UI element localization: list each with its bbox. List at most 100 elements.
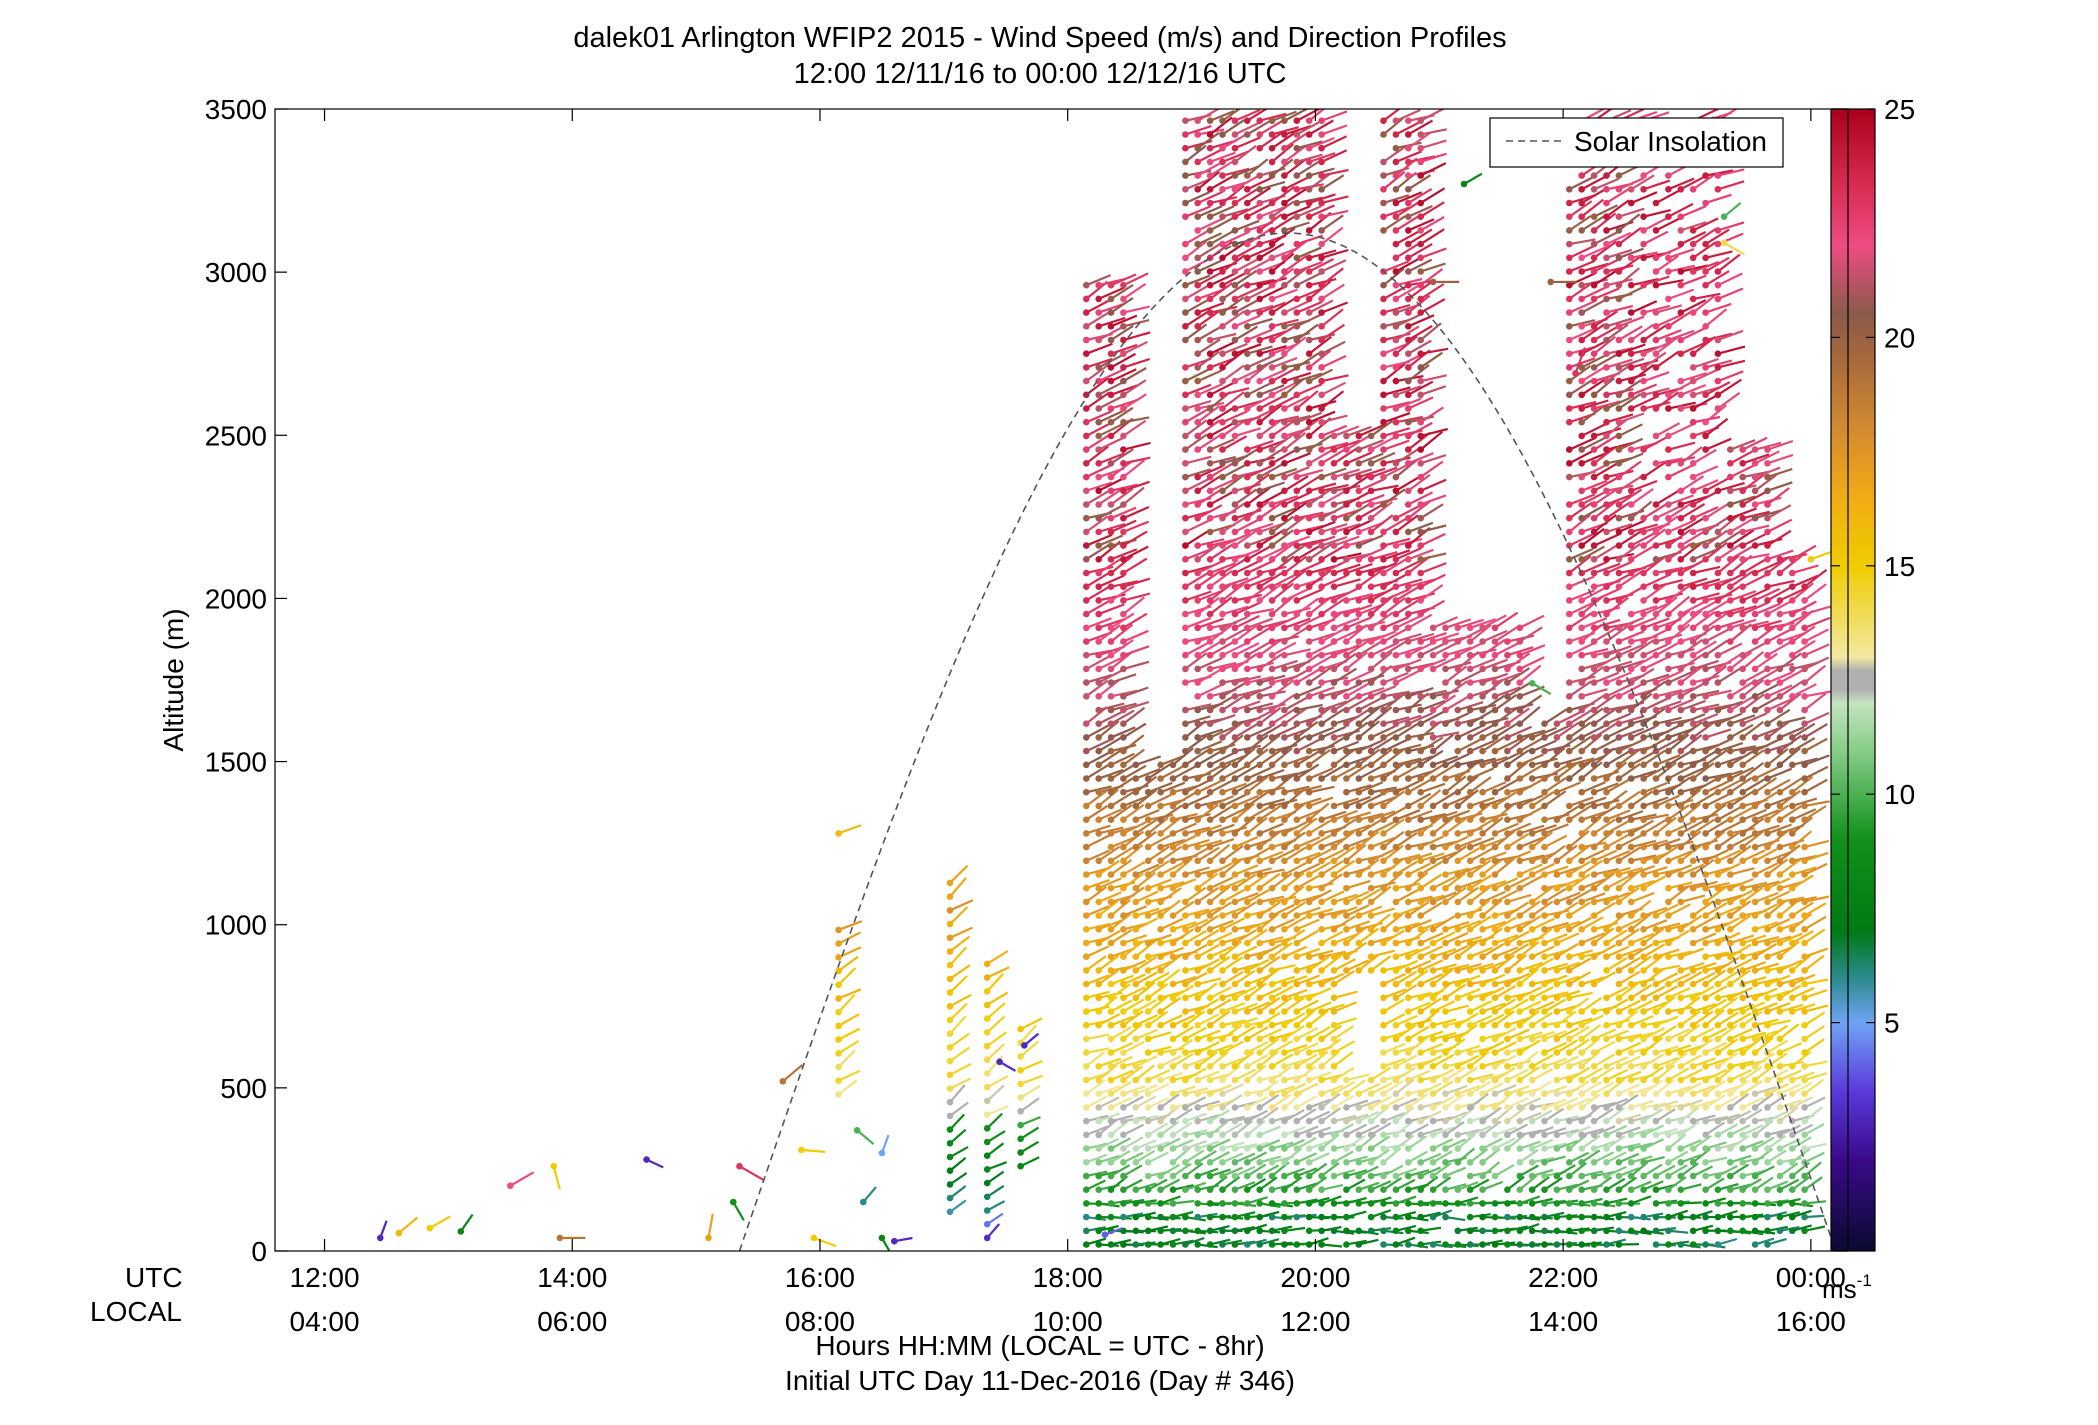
wind-barb-head	[1293, 432, 1301, 440]
wind-barb-head	[1083, 651, 1090, 659]
wind-barb-shaft	[1333, 535, 1360, 547]
wind-barb-shaft	[1531, 986, 1554, 999]
wind-barb-shaft	[1122, 722, 1147, 739]
wind-barb-head	[1182, 898, 1189, 906]
wind-barb-shaft	[1568, 761, 1591, 780]
wind-barb-head	[1566, 528, 1573, 536]
wind-barb-shaft	[1308, 889, 1332, 903]
wind-barb-head	[1120, 1076, 1127, 1084]
wind-barb-head	[1553, 939, 1561, 947]
wind-barb-head	[1417, 473, 1424, 481]
wind-barb-head	[1429, 802, 1437, 810]
wind-barb-head	[1380, 446, 1387, 453]
wind-barb-shaft	[1098, 1224, 1119, 1232]
wind-barb-shaft	[1544, 1155, 1566, 1164]
wind-barb-shaft	[1110, 1081, 1132, 1095]
wind-barb-shaft	[1569, 238, 1596, 246]
wind-barb-shaft	[1556, 975, 1580, 986]
wind-barb-head	[1083, 405, 1090, 412]
wind-barb-head	[1392, 542, 1400, 549]
wind-barb-head	[1182, 213, 1189, 220]
wind-barb-head	[1120, 1063, 1127, 1070]
wind-barb-shaft	[1246, 257, 1272, 273]
wind-barb-head	[1293, 775, 1301, 782]
wind-barb-shaft	[1221, 184, 1245, 204]
wind-barb-head	[1095, 487, 1102, 495]
wind-barb-head	[1268, 1172, 1276, 1180]
wind-barb-shaft	[1209, 919, 1234, 931]
wind-barb-head	[1231, 980, 1239, 988]
wind-barb-head	[1528, 939, 1536, 947]
wind-barb-shaft	[1247, 702, 1274, 712]
wind-barb-head	[1107, 514, 1115, 522]
wind-barb-shaft	[1197, 190, 1224, 204]
wind-barb-head	[1182, 638, 1189, 645]
wind-barb-head	[1244, 788, 1251, 796]
wind-barb-head	[1256, 336, 1263, 344]
wind-barb-shaft	[1135, 1064, 1155, 1081]
wind-barb-shaft	[1283, 186, 1309, 204]
wind-barb-head	[1417, 1241, 1424, 1248]
wind-barb-shaft	[1581, 586, 1607, 602]
wind-barb-shaft	[1482, 796, 1508, 807]
wind-barb-head	[1504, 980, 1511, 988]
wind-barb-shaft	[1271, 1065, 1292, 1081]
wind-barb-head	[1429, 967, 1437, 974]
wind-barb-head	[1380, 583, 1387, 590]
wind-barb-shaft	[1197, 740, 1223, 753]
wind-barb-head	[1231, 1117, 1239, 1125]
wind-barb-head	[1244, 665, 1251, 673]
wind-barb-head	[1504, 679, 1511, 686]
wind-barb-head	[1541, 1172, 1548, 1180]
wind-barb-head	[1516, 1008, 1524, 1015]
wind-barb-head	[1256, 734, 1263, 741]
wind-barb-shaft	[1581, 1024, 1602, 1040]
wind-barb-head	[1281, 405, 1288, 412]
wind-barb-head	[1454, 624, 1462, 632]
wind-barb-head	[1578, 734, 1585, 741]
wind-barb-shaft	[1246, 328, 1273, 342]
wind-barb-shaft	[1184, 779, 1210, 794]
wind-barb-head	[1566, 281, 1573, 289]
wind-barb-shaft	[1135, 981, 1156, 999]
wind-barb-shaft	[1420, 152, 1447, 163]
wind-barb-head	[1219, 569, 1226, 577]
wind-barb-shaft	[1543, 708, 1568, 725]
wind-barb-head	[1206, 227, 1214, 234]
wind-barb-head	[1107, 597, 1115, 604]
wind-barb-head	[1380, 460, 1387, 467]
wind-barb-shaft	[1469, 1081, 1491, 1095]
wind-barb-shaft	[1172, 1210, 1194, 1219]
wind-barb-shaft	[1568, 796, 1594, 807]
wind-barb-shaft	[1494, 694, 1517, 711]
wind-barb-shaft	[1333, 933, 1358, 945]
wind-barb-head	[1293, 802, 1301, 810]
wind-barb-shaft	[1160, 765, 1184, 780]
wind-barb-head	[1182, 268, 1189, 275]
wind-barb-head	[1479, 706, 1486, 714]
wind-barb-head	[1095, 857, 1102, 865]
wind-barb-head	[1541, 898, 1548, 906]
wind-barb-head	[1330, 871, 1338, 878]
wind-barb-head	[1466, 1021, 1474, 1029]
wind-barb-head	[1256, 172, 1263, 179]
wind-barb-shaft	[1271, 448, 1297, 465]
wind-barb-shaft	[1494, 857, 1516, 876]
wind-barb-head	[1256, 473, 1263, 481]
wind-barb-head	[1194, 569, 1201, 577]
wind-barb-head	[1454, 926, 1462, 933]
wind-barb-head	[1157, 1227, 1164, 1235]
wind-barb-head	[1392, 391, 1400, 399]
wind-barb-shaft	[1370, 1209, 1392, 1219]
wind-barb-head	[1566, 377, 1573, 385]
wind-barb-shaft	[1469, 709, 1494, 725]
wind-barb-head	[1380, 624, 1387, 632]
wind-barb-head	[1083, 939, 1090, 947]
wind-barb-head	[1231, 843, 1239, 851]
wind-barb-shaft	[1234, 764, 1259, 780]
wind-barb-head	[1256, 775, 1263, 782]
wind-barb-head	[1256, 446, 1263, 453]
wind-barb-head	[1491, 1117, 1499, 1125]
wind-barb-shaft	[1420, 128, 1448, 136]
wind-barb-shaft	[1519, 806, 1543, 821]
